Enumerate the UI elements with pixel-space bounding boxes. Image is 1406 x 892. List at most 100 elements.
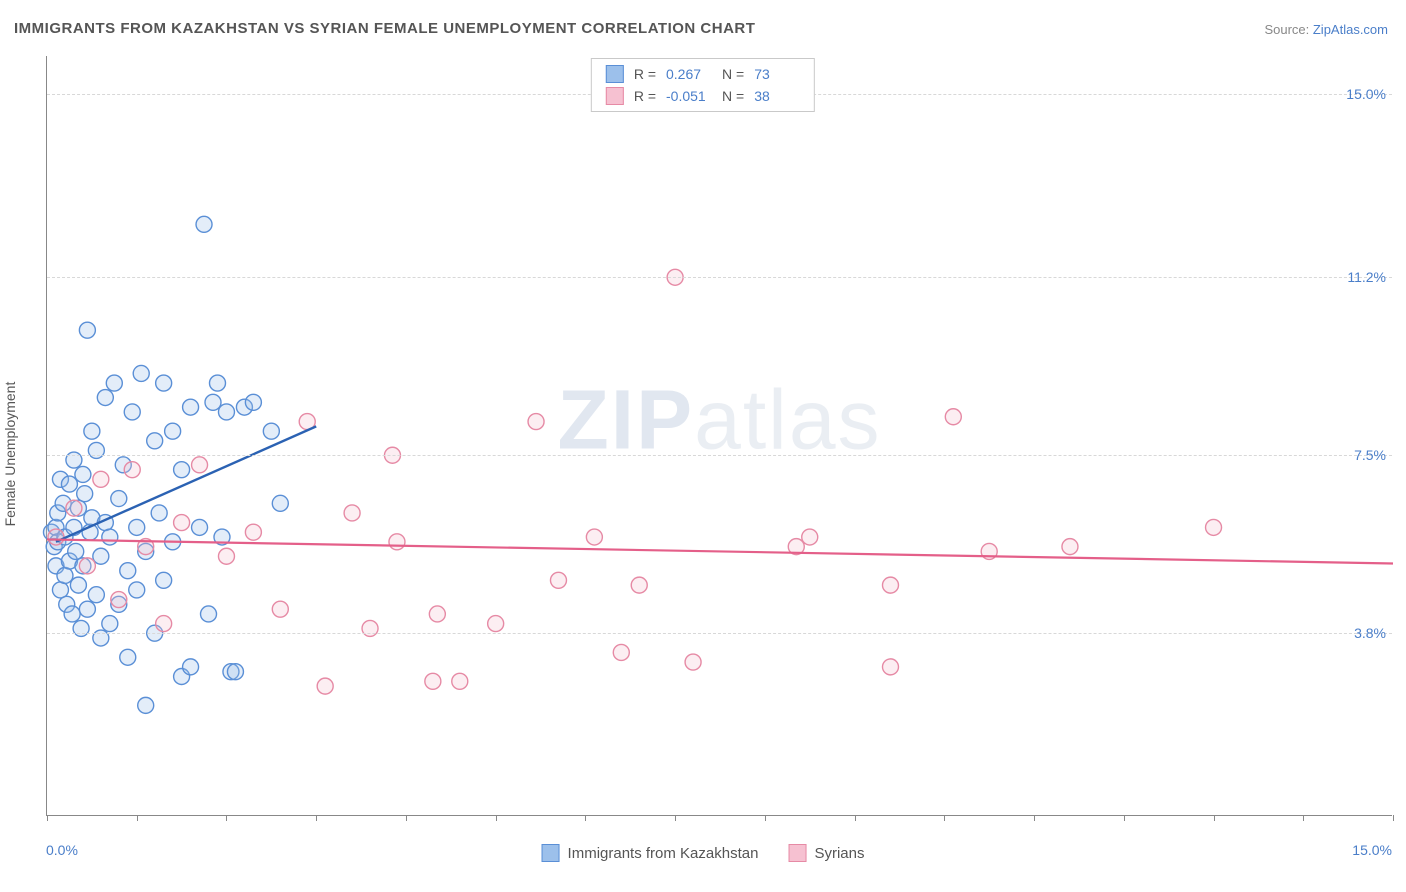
scatter-point-kazakhstan: [88, 587, 104, 603]
scatter-point-kazakhstan: [133, 365, 149, 381]
scatter-point-kazakhstan: [52, 582, 68, 598]
n-label: N =: [722, 88, 744, 104]
scatter-point-kazakhstan: [151, 505, 167, 521]
scatter-point-kazakhstan: [147, 433, 163, 449]
scatter-point-kazakhstan: [156, 375, 172, 391]
scatter-point-kazakhstan: [93, 548, 109, 564]
legend-item-kazakhstan: Immigrants from Kazakhstan: [542, 844, 759, 862]
scatter-point-kazakhstan: [77, 486, 93, 502]
scatter-point-syrians: [802, 529, 818, 545]
r-value-syrians: -0.051: [666, 88, 712, 104]
scatter-point-kazakhstan: [120, 649, 136, 665]
scatter-point-kazakhstan: [138, 697, 154, 713]
scatter-point-syrians: [528, 414, 544, 430]
y-tick-label: 11.2%: [1347, 269, 1386, 285]
scatter-point-kazakhstan: [165, 423, 181, 439]
scatter-point-kazakhstan: [102, 616, 118, 632]
scatter-point-kazakhstan: [272, 495, 288, 511]
scatter-point-kazakhstan: [84, 423, 100, 439]
scatter-point-kazakhstan: [192, 519, 208, 535]
gridline: [47, 455, 1392, 456]
n-value-syrians: 38: [754, 88, 800, 104]
scatter-point-syrians: [93, 471, 109, 487]
scatter-point-syrians: [389, 534, 405, 550]
legend-label-kazakhstan: Immigrants from Kazakhstan: [568, 845, 759, 862]
legend-item-syrians: Syrians: [788, 844, 864, 862]
swatch-syrians: [606, 87, 624, 105]
plot-area: ZIPatlas 3.8%7.5%11.2%15.0%: [46, 56, 1392, 816]
scatter-point-syrians: [218, 548, 234, 564]
source-link[interactable]: ZipAtlas.com: [1313, 22, 1388, 37]
scatter-point-syrians: [452, 673, 468, 689]
source-prefix: Source:: [1264, 22, 1312, 37]
r-label: R =: [634, 88, 656, 104]
scatter-point-syrians: [425, 673, 441, 689]
scatter-point-syrians: [631, 577, 647, 593]
legend-label-syrians: Syrians: [814, 845, 864, 862]
legend-row-kazakhstan: R = 0.267 N = 73: [592, 63, 814, 85]
scatter-point-kazakhstan: [106, 375, 122, 391]
swatch-kazakhstan: [606, 65, 624, 83]
scatter-point-syrians: [272, 601, 288, 617]
scatter-point-syrians: [79, 558, 95, 574]
scatter-point-kazakhstan: [70, 577, 86, 593]
scatter-point-kazakhstan: [111, 491, 127, 507]
scatter-point-kazakhstan: [196, 216, 212, 232]
scatter-point-syrians: [1062, 539, 1078, 555]
legend-row-syrians: R = -0.051 N = 38: [592, 85, 814, 107]
scatter-point-kazakhstan: [218, 404, 234, 420]
correlation-legend: R = 0.267 N = 73 R = -0.051 N = 38: [591, 58, 815, 112]
x-axis-min-label: 0.0%: [46, 842, 78, 858]
scatter-point-syrians: [488, 616, 504, 632]
scatter-point-kazakhstan: [79, 322, 95, 338]
scatter-point-kazakhstan: [61, 476, 77, 492]
scatter-point-syrians: [586, 529, 602, 545]
scatter-point-kazakhstan: [120, 563, 136, 579]
scatter-point-kazakhstan: [183, 659, 199, 675]
scatter-point-kazakhstan: [64, 606, 80, 622]
y-tick-label: 3.8%: [1354, 625, 1386, 641]
scatter-point-syrians: [156, 616, 172, 632]
x-tick-marks: [47, 815, 1392, 821]
scatter-point-kazakhstan: [201, 606, 217, 622]
scatter-point-kazakhstan: [124, 404, 140, 420]
x-axis-max-label: 15.0%: [1352, 842, 1392, 858]
n-label: N =: [722, 66, 744, 82]
scatter-point-syrians: [882, 659, 898, 675]
scatter-point-syrians: [124, 462, 140, 478]
scatter-point-syrians: [882, 577, 898, 593]
scatter-point-syrians: [945, 409, 961, 425]
scatter-point-kazakhstan: [183, 399, 199, 415]
scatter-svg: [47, 56, 1392, 815]
scatter-point-syrians: [111, 592, 127, 608]
scatter-point-kazakhstan: [75, 466, 91, 482]
scatter-point-syrians: [344, 505, 360, 521]
scatter-point-kazakhstan: [245, 394, 261, 410]
r-label: R =: [634, 66, 656, 82]
scatter-point-kazakhstan: [68, 543, 84, 559]
scatter-point-syrians: [429, 606, 445, 622]
scatter-point-syrians: [66, 500, 82, 516]
scatter-point-syrians: [192, 457, 208, 473]
scatter-point-syrians: [317, 678, 333, 694]
scatter-point-kazakhstan: [129, 582, 145, 598]
r-value-kazakhstan: 0.267: [666, 66, 712, 82]
swatch-kazakhstan-icon: [542, 844, 560, 862]
scatter-point-kazakhstan: [57, 567, 73, 583]
scatter-point-kazakhstan: [227, 664, 243, 680]
series-legend: Immigrants from Kazakhstan Syrians: [542, 844, 865, 862]
scatter-point-kazakhstan: [129, 519, 145, 535]
scatter-point-syrians: [685, 654, 701, 670]
swatch-syrians-icon: [788, 844, 806, 862]
scatter-point-kazakhstan: [102, 529, 118, 545]
scatter-point-syrians: [613, 644, 629, 660]
scatter-point-kazakhstan: [97, 390, 113, 406]
scatter-point-syrians: [1206, 519, 1222, 535]
scatter-point-kazakhstan: [205, 394, 221, 410]
scatter-point-syrians: [48, 529, 64, 545]
y-tick-label: 7.5%: [1354, 447, 1386, 463]
scatter-point-kazakhstan: [79, 601, 95, 617]
scatter-point-syrians: [550, 572, 566, 588]
n-value-kazakhstan: 73: [754, 66, 800, 82]
y-axis-label: Female Unemployment: [2, 382, 18, 527]
